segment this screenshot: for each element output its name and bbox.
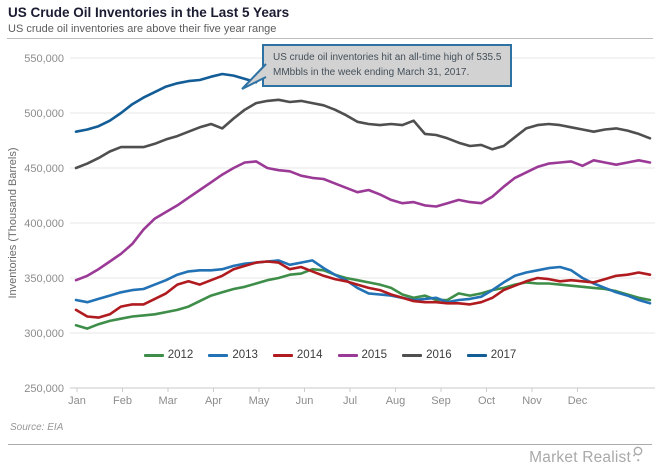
legend-label: 2014 [296,349,323,361]
y-tick-label: 550,000 [24,53,64,65]
legend-item-2012: 2012 [143,349,194,361]
x-tick-label: May [249,395,270,407]
legend-item-2013: 2013 [208,349,258,361]
line-chart: 550,000 500,000 450,000 400,000 350,000 300,0… [7,53,655,407]
y-tick-label: 250,000 [24,383,64,395]
footer-divider [8,444,652,445]
y-tick-label: 350,000 [24,273,64,285]
brand-logo: Market Realist [529,446,644,467]
legend-swatch-2016 [402,353,423,357]
series-line-2016 [74,98,652,170]
chart-legend: 2012 2013 2014 2015 2016 2017 [100,349,560,361]
page-title: US Crude Oil Inventories in the Last 5 Y… [8,5,290,20]
series-line-2012 [74,267,652,330]
x-tick-label: Feb [113,395,132,407]
legend-label: 2015 [361,349,388,361]
legend-swatch-2012 [143,353,164,357]
legend-label: 2016 [426,349,452,361]
x-tick-label: Dec [568,395,588,407]
y-tick-label: 300,000 [24,328,64,340]
legend-item-2016: 2016 [402,349,452,361]
y-tick-label: 500,000 [24,108,64,120]
legend-swatch-2017 [466,353,487,357]
x-tick-label: Jul [343,395,357,407]
legend-label: 2012 [167,349,194,361]
x-tick-label: Jan [68,395,86,407]
x-tick-label: Sep [431,395,451,407]
x-tick-label: Jun [296,395,314,407]
callout-tail [241,63,267,90]
annotation-text-line-1: US crude oil inventories hit an all-time… [273,52,502,63]
legend-swatch-2013 [208,353,229,357]
source-note: Source: EIA [10,422,64,433]
y-axis-title: Inventories (Thousand Barrels) [7,147,19,298]
x-tick-label: Apr [205,395,222,407]
legend-label: 2013 [232,349,258,361]
page-subtitle: US crude oil inventories are above their… [8,23,277,35]
magnifier-icon [632,446,643,462]
x-tick-label: Nov [522,395,542,407]
series-line-2017 [74,72,258,133]
legend-item-2015: 2015 [337,349,388,361]
header-divider [7,38,653,39]
annotation-callout: US crude oil inventories hit an all-time… [241,44,513,90]
annotation-text-line-2: MMbbls in the week ending March 31, 2017… [273,67,470,78]
y-tick-label: 450,000 [24,163,64,175]
series-line-2015 [74,159,652,282]
legend-label: 2017 [490,349,517,361]
y-tick-label: 400,000 [24,218,64,230]
legend-swatch-2015 [337,353,358,357]
legend-swatch-2014 [272,353,293,357]
series-line-2014 [74,260,652,319]
legend-item-2014: 2014 [272,349,323,361]
series-line-2013 [74,259,652,305]
brand-text: Market Realist [529,449,631,466]
x-tick-label: Aug [386,395,406,407]
x-tick-label: Oct [478,395,495,407]
legend-item-2017: 2017 [466,349,517,361]
x-tick-label: Mar [159,395,178,407]
